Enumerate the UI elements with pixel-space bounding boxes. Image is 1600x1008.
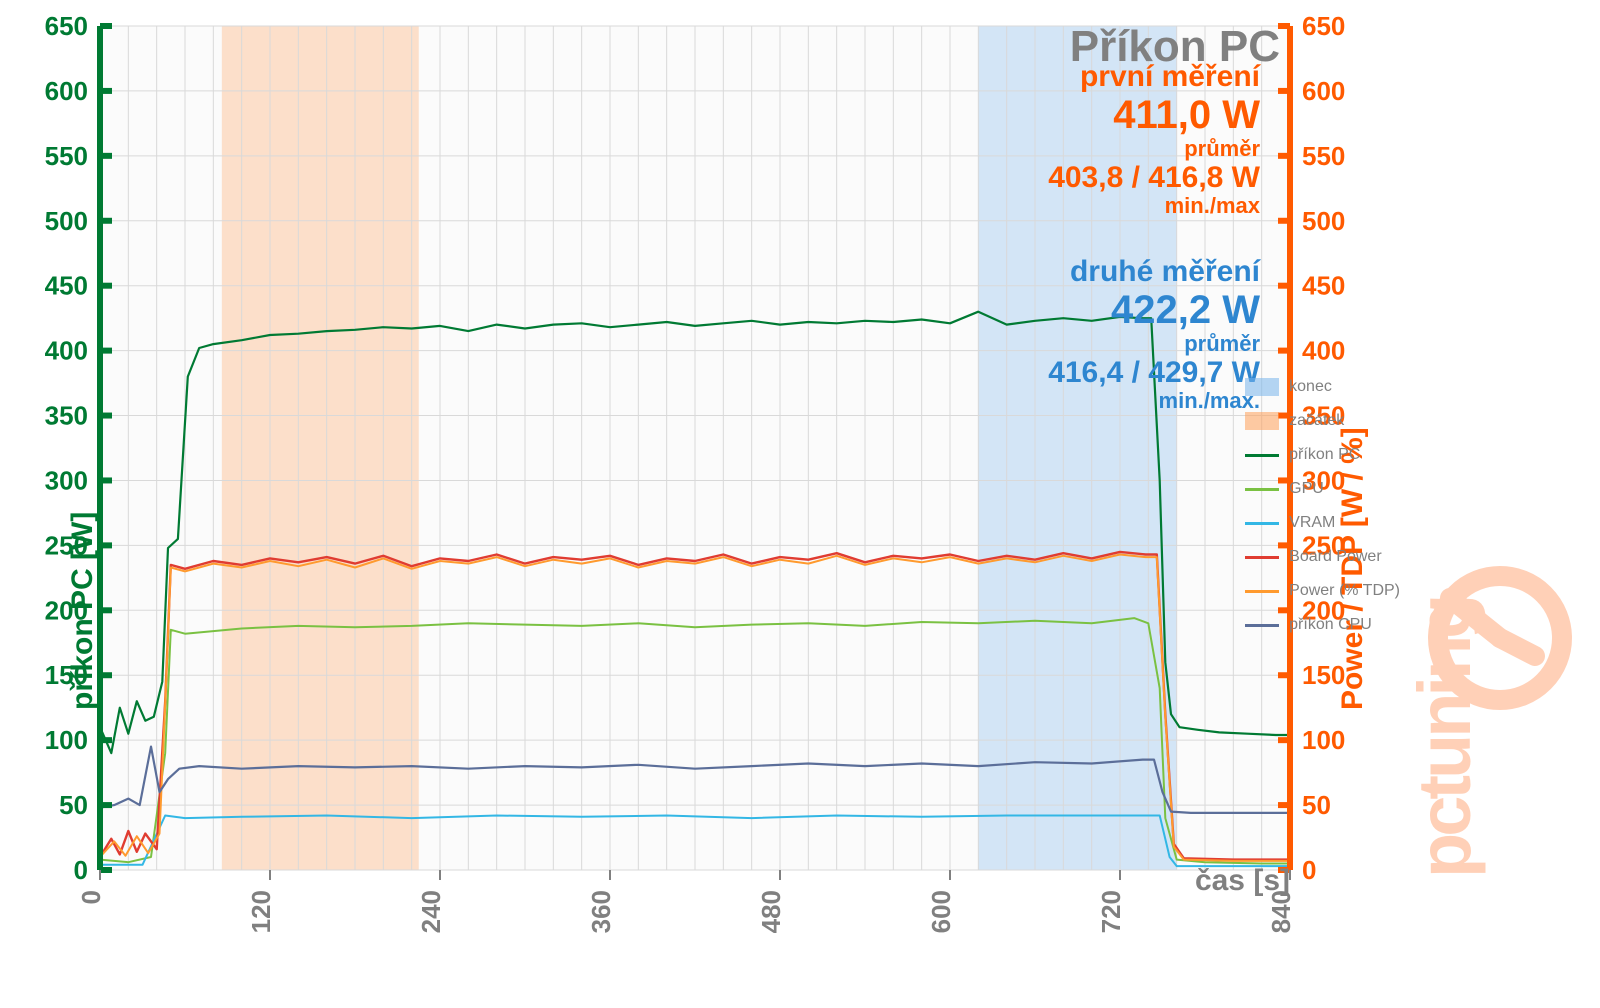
y-right-tick-label: 50 (1302, 790, 1331, 820)
legend-label: začátek (1289, 404, 1344, 438)
legend-swatch (1245, 590, 1279, 593)
y-left-tick-label: 50 (59, 790, 88, 820)
annotation-second-avg: 422,2 W (1048, 288, 1260, 332)
y-right-tick-label: 500 (1302, 206, 1345, 236)
y-left-tick-label: 600 (45, 76, 88, 106)
x-tick-label: 120 (246, 890, 276, 933)
legend-item-zacatek: začátek (1245, 404, 1400, 438)
y-left-tick-label: 0 (74, 855, 88, 885)
x-axis-title: čas [s] (1195, 864, 1290, 898)
annotation-first-heading: první měření (1048, 60, 1260, 93)
y-right-tick-label: 400 (1302, 336, 1345, 366)
annotation-second-minmax-label: min./max. (1048, 389, 1260, 413)
y-left-tick-label: 550 (45, 141, 88, 171)
legend-swatch (1245, 624, 1279, 627)
annotation-second-heading: druhé měření (1048, 255, 1260, 288)
legend-swatch (1245, 412, 1279, 430)
x-tick-label: 480 (756, 890, 786, 933)
annotation-first-avg-label: průměr (1048, 137, 1260, 161)
y-right-tick-label: 450 (1302, 271, 1345, 301)
annotation-first-minmax-label: min./max (1048, 194, 1260, 218)
legend-label: GPU (1289, 472, 1324, 506)
y-left-tick-label: 500 (45, 206, 88, 236)
legend-swatch (1245, 454, 1279, 457)
legend-label: VRAM (1289, 506, 1335, 540)
y-left-tick-label: 400 (45, 336, 88, 366)
y-right-tick-label: 650 (1302, 11, 1345, 41)
legend-label: konec (1289, 370, 1332, 404)
y-right-tick-label: 0 (1302, 855, 1316, 885)
watermark-text: pctuning (1403, 598, 1486, 878)
annotation-second: druhé měření 422,2 W průměr 416,4 / 429,… (1048, 255, 1260, 413)
legend-item-prikon_pc: příkon PC (1245, 438, 1400, 472)
band-začátek (222, 26, 419, 870)
legend-label: příkon PC (1289, 438, 1360, 472)
y-left-tick-label: 100 (45, 725, 88, 755)
annotation-first: první měření 411,0 W průměr 403,8 / 416,… (1048, 60, 1260, 218)
annotation-first-avg: 411,0 W (1048, 93, 1260, 137)
x-tick-label: 720 (1096, 890, 1126, 933)
legend-swatch (1245, 556, 1279, 559)
legend-swatch (1245, 522, 1279, 525)
y-left-tick-label: 650 (45, 11, 88, 41)
legend-item-konec: konec (1245, 370, 1400, 404)
y-left-tick-label: 300 (45, 465, 88, 495)
x-tick-label: 0 (76, 890, 106, 904)
x-tick-label: 600 (926, 890, 956, 933)
legend-swatch (1245, 378, 1279, 396)
chart-container: 0501001502002503003504004505005506006500… (0, 0, 1600, 1008)
x-tick-label: 360 (586, 890, 616, 933)
y-left-tick-label: 350 (45, 401, 88, 431)
y-right-tick-label: 550 (1302, 141, 1345, 171)
watermark: pctuning (1330, 528, 1590, 888)
legend-swatch (1245, 488, 1279, 491)
annotation-second-avg-label: průměr (1048, 332, 1260, 356)
y-left-tick-label: 450 (45, 271, 88, 301)
x-tick-label: 240 (416, 890, 446, 933)
annotation-second-minmax: 416,4 / 429,7 W (1048, 356, 1260, 389)
annotation-first-minmax: 403,8 / 416,8 W (1048, 161, 1260, 194)
y-left-axis-label: příkon PC [W] (66, 512, 99, 710)
y-right-tick-label: 600 (1302, 76, 1345, 106)
legend-item-gpu: GPU (1245, 472, 1400, 506)
